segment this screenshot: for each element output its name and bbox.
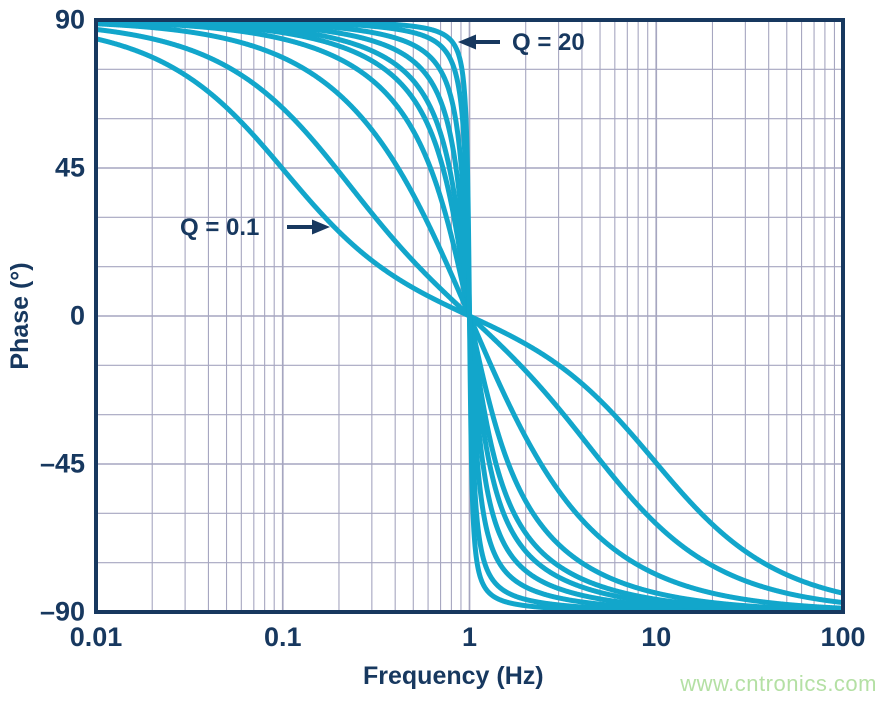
y-tick-label: –90 bbox=[39, 596, 85, 627]
watermark-text: www.cntronics.com bbox=[680, 671, 877, 696]
x-tick-label: 0.01 bbox=[69, 622, 123, 652]
y-tick-label: –45 bbox=[39, 448, 85, 479]
annotation-q01-arrow-head bbox=[312, 219, 330, 235]
annotation-q20-arrow-head bbox=[458, 34, 476, 50]
annotation-q20-label: Q = 20 bbox=[512, 29, 585, 56]
y-axis-title: Phase (°) bbox=[6, 262, 34, 370]
x-tick-label: 0.1 bbox=[263, 622, 302, 652]
x-tick-label: 10 bbox=[641, 622, 672, 652]
annotation-q01-label: Q = 0.1 bbox=[180, 214, 260, 241]
plot-frame bbox=[94, 18, 845, 614]
y-tick-label: 0 bbox=[69, 300, 85, 331]
y-tick-label: 45 bbox=[54, 152, 85, 183]
x-tick-label: 100 bbox=[820, 622, 866, 652]
x-axis-title: Frequency (Hz) bbox=[363, 662, 544, 690]
y-tick-label: 90 bbox=[54, 4, 85, 35]
x-tick-label: 1 bbox=[461, 622, 478, 652]
